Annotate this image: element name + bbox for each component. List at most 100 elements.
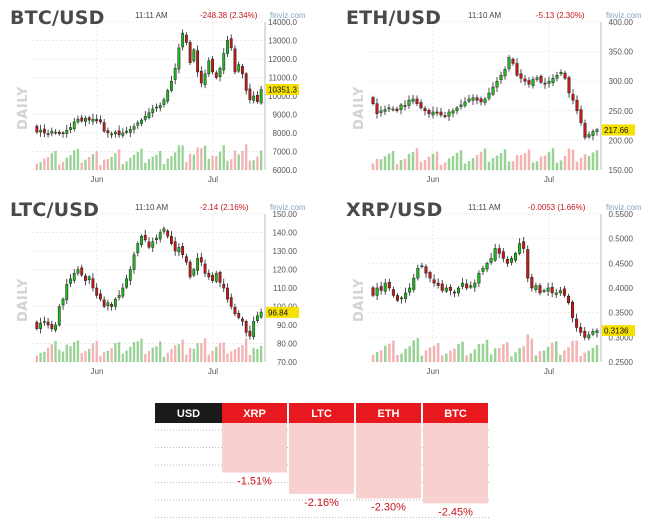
candle-body: [383, 109, 387, 112]
candle-body: [207, 60, 211, 75]
volume-bar: [245, 338, 248, 362]
header-usd: USD: [177, 408, 200, 420]
volume-bar: [121, 353, 124, 362]
volume-bar: [579, 356, 582, 362]
y-tick-label: 90.00: [277, 321, 298, 330]
price-change: -0.0053 (1.66%): [528, 203, 586, 212]
volume-bar: [435, 151, 439, 170]
y-tick-label: 120.00: [273, 266, 298, 275]
column-header: [356, 403, 421, 423]
volume-bar: [181, 339, 184, 362]
candle-body: [136, 243, 140, 254]
candle-body: [188, 42, 192, 63]
candle-body: [140, 235, 143, 245]
quote-time: 11:11 AM: [468, 203, 501, 212]
source-link[interactable]: finviz.com: [606, 11, 642, 20]
volume-bar: [84, 159, 87, 170]
candle-body: [595, 129, 599, 132]
candle-body: [39, 129, 43, 133]
candle-body: [575, 99, 579, 112]
volume-bar: [226, 353, 229, 362]
change-bar: [423, 423, 488, 504]
source-link[interactable]: finviz.com: [270, 11, 306, 20]
volume-bar: [91, 154, 95, 170]
volume-bar: [467, 161, 471, 170]
volume-bar: [407, 153, 411, 170]
volume-bar: [375, 158, 379, 170]
candle-body: [404, 292, 408, 299]
x-tick-label: Jul: [544, 175, 554, 183]
volume-bar: [420, 355, 424, 362]
volume-bar: [575, 161, 579, 170]
candle-body: [511, 58, 515, 64]
volume-bar: [432, 345, 436, 362]
volume-bar: [102, 352, 106, 362]
candle-body: [461, 282, 465, 287]
volume-bar: [483, 148, 487, 170]
volume-bar: [451, 156, 455, 170]
candle-body: [579, 327, 583, 333]
volume-bar: [510, 356, 513, 362]
volume-bar: [424, 350, 428, 362]
price-change: -2.14 (2.16%): [200, 203, 249, 212]
candle-body: [113, 131, 117, 135]
volume-bar: [174, 345, 177, 362]
volume-bar: [245, 144, 248, 170]
volume-bar: [69, 346, 72, 362]
volume-bar: [39, 352, 42, 362]
y-tick-label: 110.00: [273, 284, 297, 293]
candle-body: [87, 117, 91, 121]
volume-bar: [595, 150, 599, 170]
column-header-label: LTC: [311, 408, 332, 420]
candle-body: [491, 86, 495, 95]
volume-bar: [439, 164, 443, 170]
volume-bar: [375, 352, 379, 362]
candle-body: [42, 128, 46, 134]
change-bar: [289, 423, 354, 494]
last-price-tag: [266, 306, 299, 318]
symbol-title: LTC/USD: [10, 199, 100, 221]
source-link[interactable]: finviz.com: [606, 203, 642, 212]
volume-bar: [54, 150, 57, 170]
candle-body: [199, 70, 203, 84]
volume-bar: [388, 343, 391, 362]
candle-body: [54, 131, 57, 134]
period-label: DAILY: [352, 86, 367, 130]
volume-bar: [461, 341, 464, 362]
candle-body: [395, 295, 399, 301]
price-change: -248.38 (2.34%): [200, 11, 258, 20]
last-price-tag: [266, 84, 299, 96]
volume-bar: [440, 355, 444, 362]
column-header-label: BTC: [444, 408, 467, 420]
candle-body: [211, 58, 214, 73]
volume-bar: [185, 162, 188, 170]
y-tick-label: 150.00: [273, 210, 298, 219]
volume-bar: [88, 348, 91, 362]
candle-body: [95, 118, 99, 122]
candle-body: [477, 272, 481, 284]
candle-body: [121, 287, 125, 297]
candle-body: [375, 103, 379, 115]
volume-bar: [196, 147, 199, 170]
volume-bar: [230, 351, 233, 362]
candle-body: [203, 263, 207, 274]
candle-body: [416, 268, 420, 279]
candle-body: [102, 122, 106, 132]
volume-bar: [383, 345, 387, 362]
candle-body: [395, 108, 399, 112]
volume-bar: [54, 340, 57, 362]
candle-body: [379, 110, 383, 113]
candle-body: [162, 228, 166, 232]
symbol-title: BTC/USD: [10, 7, 105, 29]
volume-bar: [147, 158, 151, 170]
candle-body: [531, 79, 535, 86]
candle-body: [184, 256, 188, 263]
volume-bar: [117, 149, 121, 170]
candle-body: [447, 111, 451, 117]
source-link[interactable]: finviz.com: [270, 203, 306, 212]
candle-body: [391, 289, 395, 296]
volume-bar: [387, 153, 391, 170]
candle-body: [471, 97, 475, 101]
volume-bar: [69, 155, 72, 170]
volume-bar: [487, 161, 491, 170]
